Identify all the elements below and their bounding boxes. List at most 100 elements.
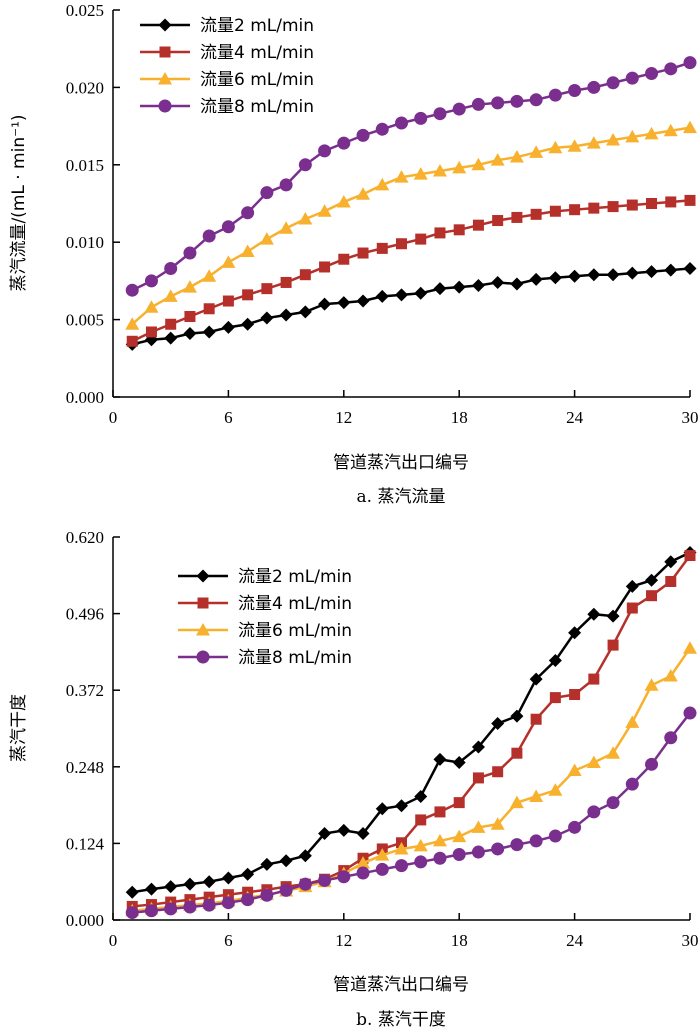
data-point bbox=[625, 71, 639, 85]
legend-label: 流量8 mL/min bbox=[238, 648, 352, 668]
data-point bbox=[125, 317, 140, 330]
data-point bbox=[607, 639, 619, 651]
data-point bbox=[471, 820, 486, 833]
data-point bbox=[164, 880, 178, 894]
data-point bbox=[567, 139, 582, 152]
data-point bbox=[125, 906, 139, 920]
data-point bbox=[548, 654, 562, 668]
data-point bbox=[683, 262, 697, 276]
data-point bbox=[471, 845, 485, 859]
data-point bbox=[606, 133, 621, 146]
data-point bbox=[433, 752, 447, 766]
data-point bbox=[413, 838, 428, 852]
x-tick-label: 0 bbox=[109, 408, 118, 427]
data-point bbox=[530, 208, 542, 220]
data-point bbox=[337, 870, 351, 884]
data-point bbox=[490, 817, 505, 830]
data-point bbox=[568, 626, 582, 640]
data-point bbox=[549, 205, 561, 217]
data-point bbox=[452, 102, 466, 116]
data-point bbox=[395, 859, 408, 873]
data-point bbox=[356, 128, 370, 142]
data-point bbox=[548, 140, 563, 154]
data-point bbox=[511, 211, 523, 223]
data-point bbox=[452, 160, 467, 174]
data-point bbox=[606, 796, 620, 810]
data-point bbox=[510, 838, 524, 852]
data-point bbox=[221, 255, 236, 268]
data-point bbox=[665, 196, 677, 208]
data-point bbox=[452, 280, 466, 294]
data-point bbox=[510, 94, 524, 108]
data-point bbox=[183, 246, 197, 260]
data-point bbox=[298, 849, 312, 863]
data-point bbox=[529, 272, 543, 286]
data-point bbox=[221, 896, 235, 910]
data-point bbox=[280, 276, 292, 288]
data-point bbox=[510, 277, 524, 291]
data-point bbox=[433, 282, 447, 296]
data-point bbox=[510, 709, 524, 723]
data-point bbox=[318, 827, 332, 841]
data-point bbox=[222, 295, 234, 307]
data-point bbox=[549, 692, 561, 704]
x-axis-title: 管道蒸汽出口编号 bbox=[333, 453, 469, 473]
series-line-4 bbox=[132, 712, 691, 914]
data-point bbox=[471, 740, 485, 754]
data-point bbox=[471, 157, 486, 171]
y-tick-label: 0.020 bbox=[66, 78, 104, 97]
data-point bbox=[491, 842, 505, 856]
data-point bbox=[279, 221, 294, 234]
y-tick-label: 0.010 bbox=[66, 233, 104, 252]
legend-marker bbox=[158, 18, 172, 32]
legend-label: 流量4 mL/min bbox=[238, 594, 352, 614]
x-tick-label: 6 bbox=[224, 408, 233, 427]
data-point bbox=[663, 668, 678, 682]
data-point bbox=[242, 289, 254, 301]
x-tick-label: 24 bbox=[566, 408, 584, 427]
data-point bbox=[625, 266, 639, 280]
data-point bbox=[413, 167, 428, 180]
data-point bbox=[260, 857, 274, 871]
data-point bbox=[260, 186, 274, 200]
data-point bbox=[221, 220, 235, 234]
data-point bbox=[663, 123, 678, 137]
data-point bbox=[241, 867, 255, 881]
data-point bbox=[452, 829, 467, 843]
data-point bbox=[587, 805, 601, 819]
data-point bbox=[144, 882, 158, 896]
data-point bbox=[664, 263, 678, 277]
data-point bbox=[453, 224, 465, 236]
data-point bbox=[414, 855, 428, 869]
data-point bbox=[644, 678, 659, 691]
data-point bbox=[645, 265, 659, 279]
data-point bbox=[569, 204, 581, 216]
data-point bbox=[375, 289, 389, 303]
x-tick-label: 30 bbox=[682, 408, 699, 427]
legend-marker bbox=[196, 623, 210, 636]
data-point bbox=[626, 199, 638, 211]
y-tick-label: 0.000 bbox=[66, 911, 104, 930]
data-point bbox=[684, 550, 696, 562]
data-point bbox=[607, 201, 619, 213]
data-point bbox=[184, 311, 196, 323]
data-point bbox=[125, 885, 139, 899]
data-point bbox=[356, 866, 370, 880]
data-point bbox=[492, 215, 504, 227]
data-point bbox=[625, 579, 639, 593]
y-tick-label: 0.496 bbox=[66, 605, 104, 624]
data-point bbox=[548, 783, 563, 796]
data-point bbox=[625, 715, 640, 728]
data-point bbox=[414, 286, 428, 300]
data-point bbox=[202, 325, 216, 339]
data-point bbox=[261, 283, 273, 295]
data-point bbox=[587, 607, 601, 621]
x-tick-label: 24 bbox=[566, 931, 584, 950]
legend-marker bbox=[159, 46, 171, 58]
data-point bbox=[375, 862, 389, 876]
legend-label: 流量2 mL/min bbox=[238, 567, 352, 587]
data-point bbox=[415, 814, 427, 826]
data-point bbox=[260, 888, 274, 902]
data-point bbox=[299, 269, 311, 281]
